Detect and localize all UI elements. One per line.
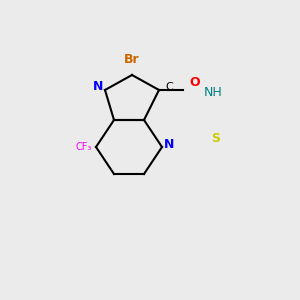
Text: S: S — [212, 131, 220, 145]
Text: Br: Br — [124, 53, 140, 66]
Text: C: C — [165, 82, 173, 92]
Text: N: N — [164, 137, 174, 151]
Text: O: O — [190, 76, 200, 89]
Text: CF₃: CF₃ — [75, 142, 92, 152]
Text: N: N — [93, 80, 104, 94]
Text: NH: NH — [204, 86, 223, 100]
